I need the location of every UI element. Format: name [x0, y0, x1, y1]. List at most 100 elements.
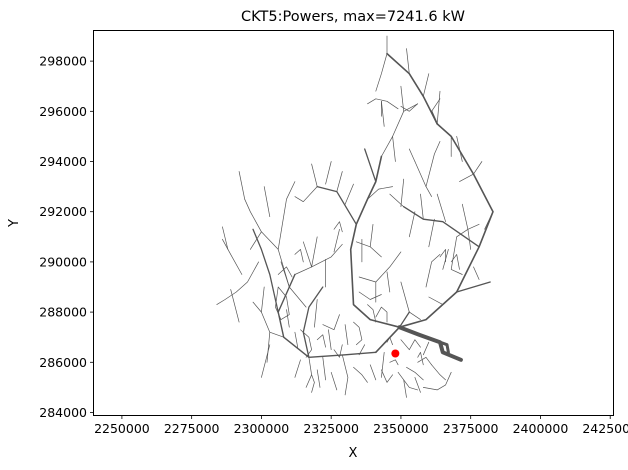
feeder-line-branch-26 [358, 291, 382, 300]
feeder-line-branch-34 [422, 73, 430, 97]
feeder-line-branch-53 [408, 211, 416, 238]
feeder-line-branch-5 [280, 261, 290, 288]
x-tick-label: 2375000 [443, 421, 499, 436]
feeder-line-loop-2 [316, 334, 326, 348]
feeder-line-branch-42 [459, 173, 474, 182]
y-tick-label: 290000 [39, 254, 87, 269]
feeder-line-branch-31 [375, 53, 388, 92]
feeder-line-loop-8 [294, 249, 304, 263]
feeder-line-main-6 [277, 273, 377, 358]
feeder-line-loop-11 [417, 351, 424, 366]
feeder-line-branch-84 [417, 356, 432, 366]
feeder-line-branch-35 [400, 103, 419, 112]
feeder-line-branch-56 [425, 141, 441, 187]
feeder-line-branch-92 [314, 299, 318, 328]
feeder-line-main-3 [398, 110, 494, 329]
feeder-line-branch-90 [322, 314, 340, 331]
feeder-line-branch-4 [263, 186, 271, 218]
x-tick-label: 2425000 [582, 421, 628, 436]
feeder-line-branch-75 [341, 354, 349, 396]
feeder-line-branch-68 [261, 344, 271, 378]
feeder-line-branch-55 [400, 178, 405, 208]
feeder-line-branch-79 [381, 369, 393, 383]
feeder-line-branch-81 [403, 379, 407, 398]
feeder-line-branch-8 [222, 226, 229, 250]
feeder-line-branch-39 [431, 98, 441, 112]
x-tick-label: 2275000 [164, 421, 220, 436]
feeder-line-branch-86 [422, 341, 430, 356]
feeder-line-branch-36 [367, 98, 399, 110]
x-tick-label: 2400000 [513, 421, 569, 436]
feeder-line-branch-91 [328, 329, 332, 351]
y-tick-label: 294000 [39, 154, 87, 169]
feeder-line-branch-73 [322, 356, 326, 381]
feeder-line-loop-6 [375, 306, 388, 323]
feeder-line-branch-0 [244, 198, 307, 308]
feeder-line-branch-43 [473, 161, 483, 175]
feeder-line-branch-82 [406, 366, 424, 381]
feeder-line-branch-50 [436, 193, 446, 223]
feeder-line-branch-49 [450, 236, 463, 275]
feeder-line-branch-33 [406, 48, 410, 75]
axis-ticks: 2250000 2275000 2300000 2325000 2350000 23750… [39, 54, 628, 436]
y-tick-label: 288000 [39, 305, 87, 320]
feeder-line-branch-17 [325, 161, 332, 185]
feeder-line-branch-61 [473, 266, 480, 280]
feeder-line-branch-38 [381, 100, 385, 127]
y-axis-label: Y [7, 219, 22, 228]
feeder-line-branch-66 [266, 331, 271, 363]
feeder-line-branch-16 [311, 163, 318, 187]
feeder-line-main-2 [374, 326, 401, 354]
feeder-line-branch-27 [367, 186, 393, 200]
feeder-line-branch-15 [294, 186, 318, 203]
feeder-line-branch-6 [216, 261, 259, 305]
feeder-line-branch-69 [294, 331, 299, 348]
feeder-line-branch-29 [392, 136, 396, 162]
feeder-line-branch-62 [428, 296, 444, 305]
feeder-line-branch-40 [436, 90, 441, 125]
feeder-line-branch-10 [294, 243, 343, 275]
feeder-line-branch-47 [461, 203, 469, 230]
feeder-line-loop-15 [450, 254, 460, 270]
chart-title: CKT5:Powers, max=7241.6 kW [241, 9, 465, 25]
feeder-line-branch-7 [222, 238, 243, 275]
feeder-line-branch-30 [400, 85, 405, 112]
feeder-line-branch-51 [428, 218, 435, 248]
x-tick-label: 2350000 [373, 421, 429, 436]
source-marker [391, 349, 400, 358]
feeder-line-branch-14 [302, 241, 312, 268]
x-tick-label: 2300000 [234, 421, 290, 436]
feeder-line-branch-2 [249, 231, 262, 250]
feeder-line-branch-88 [422, 371, 452, 391]
feeder-line-main-9 [316, 185, 357, 225]
feeder-line-main-7 [252, 228, 279, 313]
feeder-line-branch-93 [344, 324, 349, 346]
feeder-line-loop-10 [389, 359, 399, 366]
feeder-line-loop-9 [333, 221, 343, 233]
feeder-line-loop-13 [311, 374, 315, 393]
feeder-line-branch-63 [408, 311, 421, 320]
feeder-line-main-8 [302, 286, 324, 358]
y-tick-label: 284000 [39, 405, 87, 420]
feeder-line-branch-19 [344, 183, 354, 205]
feeder-line-branch-87 [400, 339, 421, 351]
feeder-line-loop-14 [439, 249, 446, 263]
feeder-line-branch-70 [294, 359, 301, 378]
feeder-line-branch-3 [238, 171, 246, 200]
feeder-line-branch-64 [400, 281, 410, 313]
feeder-line-branch-78 [369, 364, 377, 381]
feeder-line-branch-72 [316, 369, 321, 388]
feeder-line-branch-80 [397, 371, 419, 391]
axes-frame [93, 30, 614, 416]
feeder-line-branch-83 [414, 377, 421, 393]
x-tick-label: 2250000 [94, 421, 150, 436]
feeder-line-loop-1 [300, 329, 312, 358]
feeder-line-main-5 [349, 155, 401, 329]
feeder-line-branch-85 [431, 364, 446, 381]
feeder-line-branch-52 [420, 193, 424, 220]
feeder-line-branch-74 [330, 371, 338, 391]
feeder-line-branch-13 [333, 228, 340, 253]
feeder-line-loop-4 [353, 321, 363, 346]
